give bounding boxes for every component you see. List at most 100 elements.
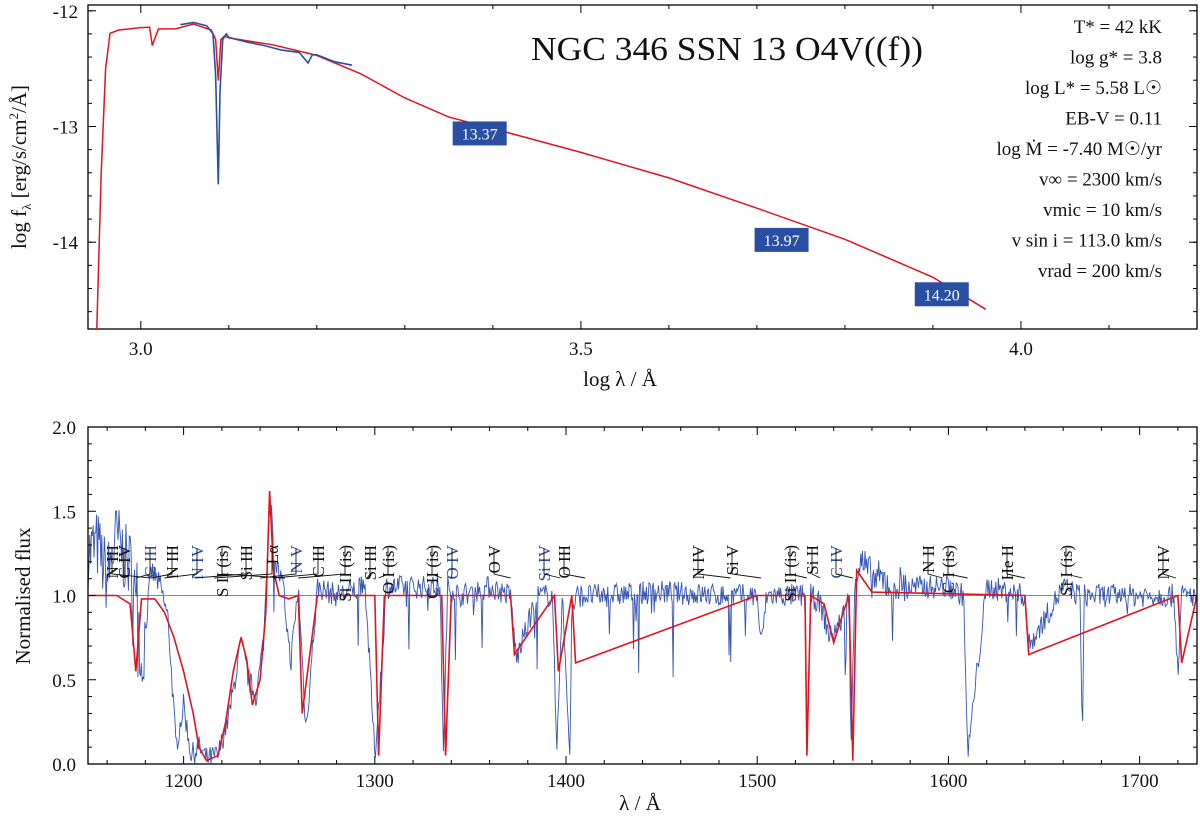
line-id-leader xyxy=(947,548,968,579)
line-id-leader xyxy=(214,548,273,579)
photometry-badge xyxy=(914,282,969,307)
model-spectrum-line xyxy=(88,490,1197,762)
line-id-label: N III xyxy=(103,545,122,579)
stellar-parameter: log L* = 5.58 L☉ xyxy=(1025,78,1162,99)
sed-plot-frame xyxy=(87,4,1198,330)
line-id-leader xyxy=(366,548,371,579)
spec-xtick-label: 1500 xyxy=(738,771,776,792)
line-id-label: C III xyxy=(309,545,328,578)
line-id-leader xyxy=(431,548,442,579)
spec-ytick-label: 0.0 xyxy=(52,755,76,776)
line-id-label: C IV xyxy=(827,544,846,578)
sed-xlabel: log λ / Å xyxy=(583,367,658,391)
sed-ytick-label: -13 xyxy=(53,118,78,139)
stellar-parameter: log g* = 3.8 xyxy=(1070,48,1162,69)
spectrum-axis-ticks: 1200 1300 1400 1500 1600 1700 0.0 0.5 1.0 1.5 2.0 xyxy=(52,418,1197,792)
spec-xtick-label: 1300 xyxy=(356,771,394,792)
spec-ytick-label: 2.0 xyxy=(52,418,76,439)
stellar-parameter: log Ṁ = -7.40 M☉/yr xyxy=(997,139,1163,160)
line-id-leader xyxy=(195,548,247,579)
line-id-leader xyxy=(221,548,285,579)
line-id-label: C IV xyxy=(115,544,134,578)
sed-y-axis-label: log fλ [erg/s/cm2/Å] xyxy=(6,85,34,249)
photometry-badge-label: 13.37 xyxy=(462,126,498,143)
line-id-leader xyxy=(378,548,389,579)
sed-ylabel-text: log fλ [erg/s/cm2/Å] xyxy=(6,85,34,249)
line-id-leader xyxy=(563,548,586,579)
line-id-label: Si I (is) xyxy=(1057,545,1076,596)
line-id-label: C I (is) xyxy=(939,545,958,593)
line-id-label: N V xyxy=(287,544,306,573)
observed-sed-line xyxy=(180,21,353,185)
photometry-badge-label: 14.20 xyxy=(924,287,960,304)
photometry-badge xyxy=(452,121,507,146)
observed-spectrum-line xyxy=(88,504,1197,764)
stellar-parameter: EB-V = 0.11 xyxy=(1065,109,1162,130)
line-id-label: N IV xyxy=(689,544,708,579)
line-id-label: S II (is) xyxy=(213,545,232,597)
line-id-label: Si II (is) xyxy=(781,545,800,602)
line-id-label: He II xyxy=(998,545,1017,581)
line-id-leader xyxy=(1162,548,1177,579)
line-id-leader xyxy=(835,548,853,579)
spectrum-panel: 1200 1300 1400 1500 1600 17000.00.51.01.52.0 … xyxy=(11,418,1198,815)
sed-xtick-label: 3.5 xyxy=(569,339,593,360)
line-id-leader xyxy=(1065,548,1083,579)
line-id-leader xyxy=(164,548,198,579)
stellar-parameter: vrad = 200 km/s xyxy=(1038,261,1162,282)
line-id-leader xyxy=(543,548,561,579)
spec-xtick-label: 1200 xyxy=(165,771,203,792)
spec-xtick-label: 1700 xyxy=(1121,771,1159,792)
photometry-badge-label: 13.97 xyxy=(764,233,800,250)
line-id-label: N IV xyxy=(1154,544,1173,579)
stellar-parameter: v∞ = 2300 km/s xyxy=(1039,170,1162,191)
sed-xtick-label: 4.0 xyxy=(1009,339,1033,360)
spectrum-series xyxy=(88,490,1197,764)
line-id-leader xyxy=(789,548,808,579)
line-id-leader xyxy=(927,548,943,579)
photometry-badge xyxy=(754,227,809,252)
line-id-label: N II xyxy=(919,545,938,573)
line-id-leader xyxy=(151,548,173,579)
sed-badges: 13.37 13.97 14.20 xyxy=(452,121,969,307)
line-id-label: C III xyxy=(141,545,160,578)
sed-series xyxy=(96,21,987,329)
line-id-label: C II (is) xyxy=(423,545,442,599)
line-id-leader xyxy=(450,548,453,579)
line-id-leader xyxy=(298,548,346,579)
line-id-label: Si V xyxy=(723,544,742,575)
model-sed-line xyxy=(96,23,987,329)
line-id-leader xyxy=(811,548,821,579)
line-id-label: Si III xyxy=(237,545,256,581)
stellar-parameter: vmic = 10 km/s xyxy=(1043,200,1162,221)
stellar-parameters: T* = 42 kK log g* = 3.8 log L* = 5.58 L☉ EB… xyxy=(997,17,1163,282)
line-id-leader xyxy=(273,548,319,579)
line-id-leader xyxy=(731,548,762,579)
line-id-label: Si IV xyxy=(535,544,554,581)
spec-ytick-label: 1.0 xyxy=(52,587,76,608)
line-id-label: N III xyxy=(163,545,182,579)
line-id-label: Si III xyxy=(361,545,380,581)
spec-xtick-label: 1400 xyxy=(547,771,585,792)
line-id-label: Si II (is) xyxy=(336,545,355,602)
spectrum-ylabel: Normalised flux xyxy=(11,527,35,665)
line-id-leader xyxy=(260,548,297,579)
line-id-leader xyxy=(111,548,152,579)
stellar-parameter: v sin i = 113.0 km/s xyxy=(1012,231,1162,252)
line-id-leader xyxy=(1006,548,1025,579)
spec-ytick-label: 1.5 xyxy=(52,502,76,523)
line-id-leader xyxy=(697,548,731,579)
sed-xtick-label: 3.0 xyxy=(129,339,153,360)
line-id-label: Lα xyxy=(263,545,282,564)
line-id-label: N IV xyxy=(188,544,207,579)
spec-xtick-label: 1600 xyxy=(929,771,967,792)
spec-ytick-label: 0.5 xyxy=(52,671,76,692)
line-id-label: Si II xyxy=(803,545,822,575)
line-id-label: O V xyxy=(485,544,504,573)
sed-panel: 3.0 3.5 4.0-12-13-14 log fλ [erg/s/cm2/Å] … xyxy=(6,2,1198,391)
sed-axis-ticks: 3.0 3.5 4.0 -12 -13 -14 xyxy=(53,2,1197,360)
line-id-label: O IV xyxy=(443,544,462,579)
chart-title: NGC 346 SSN 13 O4V((f)) xyxy=(531,31,923,68)
